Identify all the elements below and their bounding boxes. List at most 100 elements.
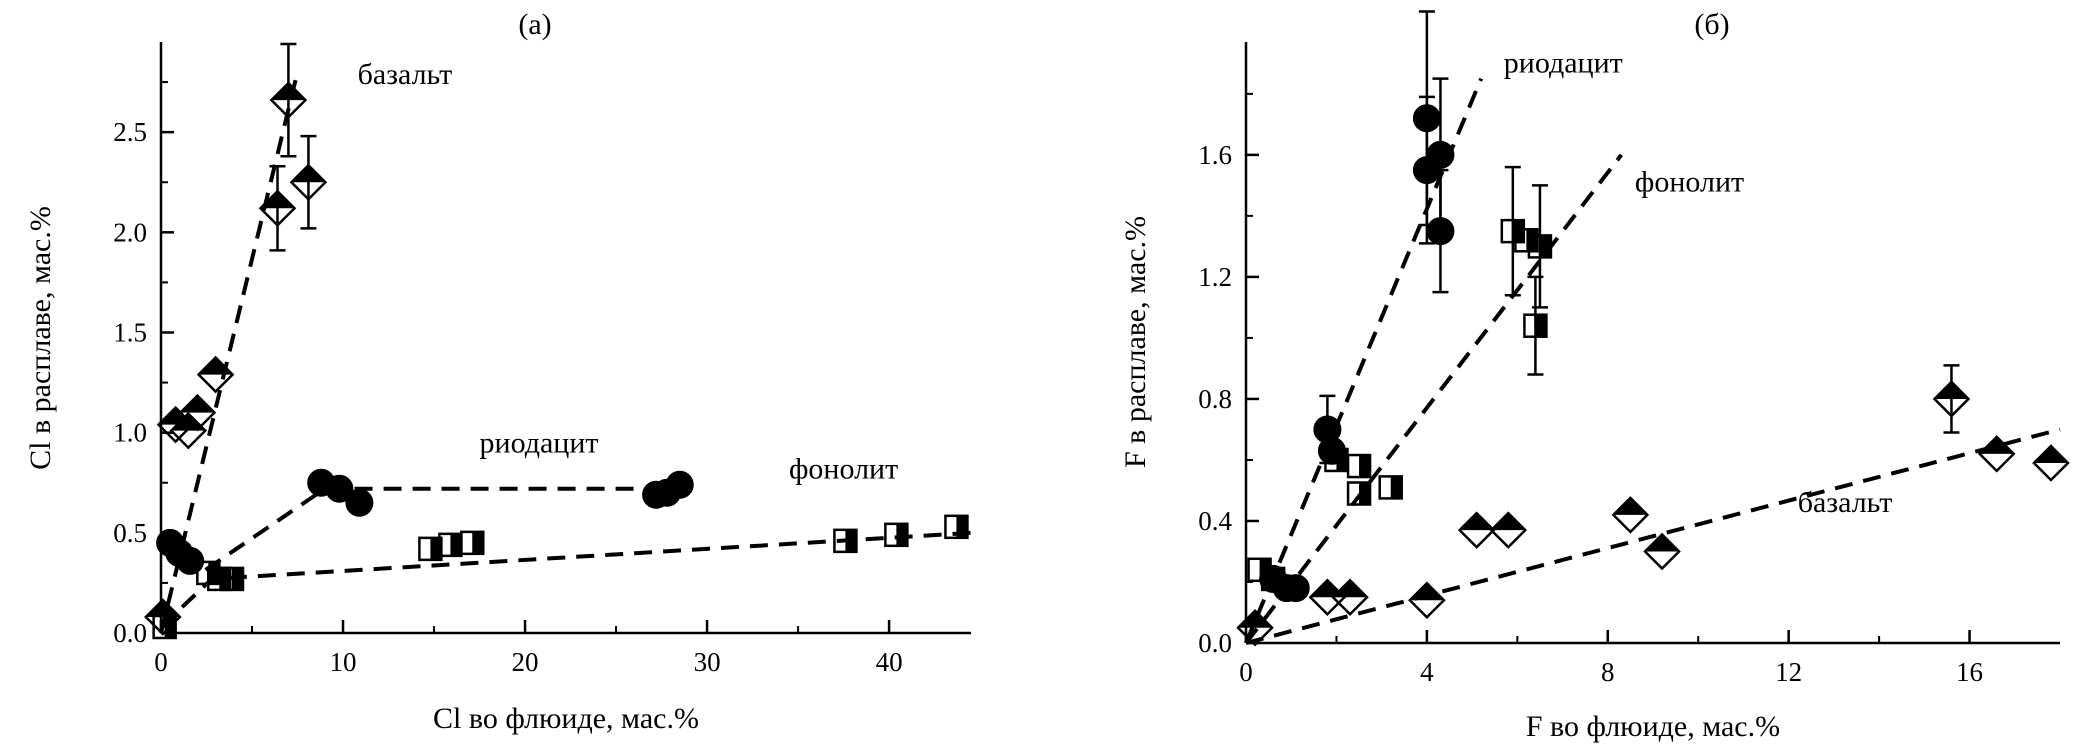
x-tick-label: 12 bbox=[1775, 657, 1802, 687]
marker-outline bbox=[169, 411, 208, 450]
marker-fill bbox=[1539, 235, 1551, 258]
data-point-s2-p7 bbox=[1643, 532, 1681, 571]
marker-fill bbox=[1238, 610, 1273, 628]
data-point-s2-p3 bbox=[1408, 581, 1446, 620]
marker-outline bbox=[944, 514, 969, 540]
data-point-s2-p9 bbox=[944, 514, 969, 540]
data-point-s2-p9 bbox=[1977, 435, 2016, 473]
x-tick-label: 16 bbox=[1956, 657, 1983, 687]
marker-fill bbox=[1979, 436, 2014, 454]
fit-line-2 bbox=[1245, 427, 2061, 645]
marker-outline bbox=[2032, 444, 2070, 482]
data-point-s2-p0 bbox=[1236, 608, 1274, 647]
data-point-s2-p6 bbox=[460, 530, 485, 556]
data-point-s1-p7 bbox=[1514, 228, 1539, 253]
marker-outline bbox=[1457, 511, 1496, 549]
y-tick-label: 0.0 bbox=[1198, 628, 1232, 658]
data-point-s0-p6 bbox=[269, 81, 308, 119]
y-tick-label: 0.4 bbox=[1198, 506, 1232, 536]
data-point-s2-p5 bbox=[438, 532, 463, 558]
fit-line-0 bbox=[1244, 77, 1484, 644]
data-point-s1-p1 bbox=[1260, 566, 1286, 592]
data-point-s1-p4 bbox=[1346, 481, 1372, 506]
data-point-s2-p5 bbox=[1489, 511, 1528, 549]
data-point-s2-p10 bbox=[2032, 444, 2070, 482]
marker-outline bbox=[1932, 380, 1971, 418]
marker-fill bbox=[1459, 513, 1494, 531]
data-point-s1-p8 bbox=[665, 470, 694, 499]
marker-fill bbox=[1934, 381, 1969, 399]
series-annotation: фонолит bbox=[1635, 165, 1744, 198]
marker-fill bbox=[231, 567, 243, 590]
marker-outline bbox=[418, 536, 443, 562]
y-tick-label: 2.5 bbox=[113, 117, 147, 147]
data-point-s2-p8 bbox=[884, 522, 909, 548]
marker-fill bbox=[1359, 455, 1371, 478]
marker-fill bbox=[1259, 558, 1271, 581]
marker-fill bbox=[1333, 580, 1368, 598]
marker-fill bbox=[1613, 497, 1648, 515]
marker-outline bbox=[1378, 475, 1403, 500]
marker-fill bbox=[472, 531, 484, 554]
fit-line-1 bbox=[159, 486, 686, 576]
marker-fill bbox=[1273, 567, 1285, 590]
data-point-s0-p2 bbox=[1281, 574, 1310, 603]
marker-outline bbox=[1643, 532, 1681, 571]
marker-fill bbox=[180, 395, 215, 413]
data-point-s0-p8 bbox=[1426, 217, 1455, 246]
x-tick-label: 8 bbox=[1601, 657, 1615, 687]
data-point-s2-p7 bbox=[833, 528, 858, 554]
data-point-s1-p0 bbox=[1247, 557, 1272, 583]
marker-fill bbox=[450, 533, 462, 556]
marker-outline bbox=[1346, 481, 1372, 506]
y-tick-label: 2.0 bbox=[113, 217, 147, 247]
marker-outline bbox=[1236, 608, 1274, 647]
marker-outline bbox=[1500, 218, 1526, 244]
x-tick-label: 0 bbox=[1239, 657, 1253, 687]
chart-panel-1: 0 4 8 12 16 0.0 0.4 0.8 1.2 1.6 (б) F во флюиде, ма… bbox=[1119, 8, 2070, 743]
marker-fill bbox=[291, 165, 326, 183]
data-point-s2-p4 bbox=[418, 536, 443, 562]
y-tick-label: 1.0 bbox=[113, 418, 147, 448]
panel-label: (б) bbox=[1694, 8, 1729, 41]
data-point-s0-p0 bbox=[144, 598, 182, 636]
data-point-s1-p8 bbox=[1527, 234, 1553, 259]
marker-fill bbox=[219, 567, 231, 590]
marker-fill bbox=[208, 561, 220, 584]
data-point-s2-p4 bbox=[1457, 511, 1496, 549]
data-point-s1-p6 bbox=[1500, 218, 1526, 244]
marker-fill bbox=[956, 515, 968, 538]
marker-fill bbox=[1512, 220, 1524, 243]
data-point-s0-p3 bbox=[178, 393, 217, 432]
data-point-s1-p5 bbox=[345, 488, 374, 517]
data-point-s2-p8 bbox=[1932, 380, 1971, 418]
x-tick-label: 10 bbox=[330, 647, 357, 677]
panel-label: (a) bbox=[518, 8, 551, 41]
marker-outline bbox=[289, 163, 328, 202]
y-tick-label: 1.2 bbox=[1198, 262, 1232, 292]
fit-line-1 bbox=[1244, 153, 1623, 645]
series-annotation: фонолит bbox=[789, 453, 898, 486]
y-tick-label: 0.5 bbox=[113, 518, 147, 548]
data-point-s2-p2 bbox=[206, 566, 232, 592]
data-point-s0-p7 bbox=[289, 163, 328, 202]
marker-outline bbox=[460, 530, 485, 556]
marker-fill bbox=[260, 191, 295, 209]
marker-fill bbox=[1390, 476, 1402, 499]
marker-outline bbox=[1977, 435, 2016, 473]
marker-outline bbox=[1514, 228, 1539, 253]
marker-fill bbox=[1336, 448, 1348, 471]
data-point-s2-p6 bbox=[1611, 496, 1650, 534]
marker-fill bbox=[1409, 583, 1444, 601]
marker-fill bbox=[271, 83, 306, 101]
marker-fill bbox=[1535, 314, 1547, 337]
data-point-s2-p3 bbox=[219, 566, 245, 592]
marker-fill bbox=[164, 615, 176, 638]
marker-fill bbox=[1491, 513, 1526, 531]
marker-outline bbox=[1408, 581, 1446, 620]
series-annotation: риодацит bbox=[480, 427, 599, 460]
marker-outline bbox=[152, 614, 177, 640]
marker-outline bbox=[269, 81, 308, 119]
x-axis-title: Cl во флюиде, мас.% bbox=[433, 702, 699, 735]
